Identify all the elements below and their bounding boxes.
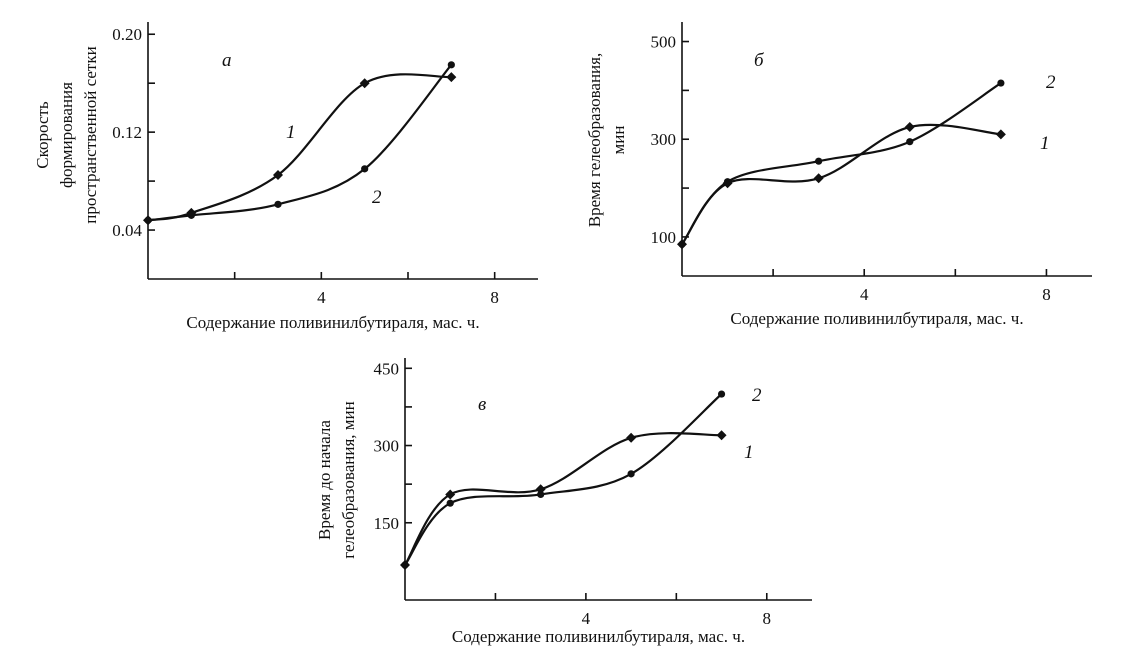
point-c-series-1-2 (535, 484, 546, 495)
x-tick-label-b: 8 (1042, 285, 1051, 304)
y-axis-label-a-1: Скорость (33, 101, 52, 169)
y-tick-label-a: 0.04 (112, 221, 142, 240)
chart-panel-b: 4 8 100 300 500 Содержание поливинилбутираля,… (585, 22, 1092, 328)
y-axis-label-b-1: Время гелеобразования, (585, 53, 604, 227)
curve-label-b-1: 1 (1040, 133, 1050, 154)
y-axis-label-a-2: формирования (57, 82, 76, 188)
curve-label-a-1: 1 (286, 122, 296, 143)
point-b-series-2-3 (906, 138, 914, 146)
curve-label-c-2: 2 (752, 385, 762, 406)
y-tick-label-c: 150 (374, 514, 400, 533)
series-line-c-2 (404, 393, 723, 566)
y-tick-label-b: 500 (651, 33, 677, 52)
chart-panel-c: 4 8 150 300 450 Содержание поливинилбутираля,… (315, 358, 812, 646)
panel-label-c: в (478, 394, 486, 415)
point-b-series-2-4 (997, 79, 1005, 87)
panel-label-b: б (754, 50, 765, 71)
point-a-series-1-4 (446, 72, 457, 83)
y-tick-label-a: 0.20 (112, 25, 142, 44)
x-axis-label-c: Содержание поливинилбутираля, мас. ч. (452, 627, 745, 646)
x-axis-label-a: Содержание поливинилбутираля, мас. ч. (186, 313, 479, 332)
y-tick-label-c: 450 (374, 359, 400, 378)
point-a-series-2-2 (274, 200, 282, 208)
x-tick-label-a: 8 (490, 288, 499, 307)
point-c-series-2-4 (717, 390, 726, 398)
series-line-b-2 (681, 82, 1002, 245)
series-line-c-1 (404, 432, 722, 566)
point-a-series-1-2 (273, 169, 283, 180)
point-c-series-1-4 (716, 430, 727, 441)
x-axis-label-b: Содержание поливинилбутираля, мас. ч. (730, 309, 1023, 328)
x-tick-label-b: 4 (860, 285, 869, 304)
x-tick-label-c: 4 (582, 609, 591, 628)
point-a-series-2-3 (361, 165, 369, 173)
y-axis-label-c-1: Время до начала (315, 420, 334, 540)
chart-panel-a: 4 8 0.04 0.12 0.20 Содержание поливинилбутира… (33, 22, 538, 332)
x-tick-label-c: 8 (763, 609, 772, 628)
point-b-series-1-4 (995, 129, 1006, 140)
point-c-series-2-0 (401, 561, 409, 569)
point-b-series-2-0 (678, 240, 686, 248)
y-tick-label-b: 100 (651, 228, 677, 247)
point-c-series-2-2 (537, 490, 545, 499)
curve-label-c-1: 1 (744, 442, 754, 463)
point-a-series-2-0 (144, 216, 152, 224)
point-a-series-2-4 (447, 61, 455, 69)
point-a-series-1-3 (359, 78, 370, 89)
y-axis-label-b-2: мин (609, 126, 628, 155)
curve-label-a-2: 2 (372, 187, 382, 208)
point-c-series-1-3 (626, 432, 637, 443)
point-b-series-2-1 (723, 178, 732, 186)
y-tick-label-b: 300 (651, 130, 677, 149)
point-a-series-2-1 (187, 211, 195, 219)
y-axis-label-c-2: гелеобразования, мин (339, 401, 358, 558)
panel-label-a: а (222, 50, 232, 71)
point-b-series-2-2 (815, 157, 823, 165)
y-tick-label-c: 300 (374, 437, 400, 456)
point-b-series-1-2 (813, 173, 824, 184)
y-tick-label-a: 0.12 (112, 123, 142, 142)
y-axis-label-a-3: пространственной сетки (81, 46, 100, 223)
point-c-series-2-1 (446, 499, 454, 507)
x-tick-label-a: 4 (317, 288, 326, 307)
point-c-series-2-3 (627, 470, 635, 478)
series-line-a-2 (147, 64, 453, 222)
point-c-series-1-1 (445, 489, 456, 500)
point-b-series-1-3 (904, 122, 915, 133)
curve-label-b-2: 2 (1046, 72, 1056, 93)
